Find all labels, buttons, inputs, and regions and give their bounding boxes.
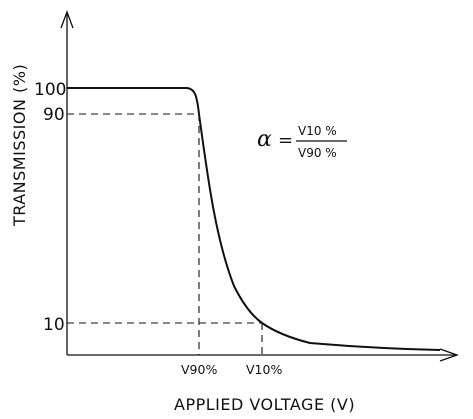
y-axis-arrow-icon — [60, 10, 74, 29]
guide-lines — [67, 113, 263, 355]
alpha-formula: α = V10 % V90 % — [257, 124, 347, 160]
formula-equals-sign: = — [278, 130, 293, 151]
x-axis-label: APPLIED VOLTAGE (V) — [174, 395, 355, 414]
formula-alpha-symbol: α — [257, 127, 272, 152]
x-tick-label-v10: V10% — [246, 362, 282, 377]
transmission-curve — [67, 87, 441, 351]
y-tick-label-90: 90 — [43, 105, 65, 125]
axes — [60, 10, 459, 362]
y-tick-label-10: 10 — [43, 315, 65, 335]
formula-numerator: V10 % — [298, 124, 337, 138]
y-axis-label: TRANSMISSION (%) — [10, 64, 29, 227]
formula-denominator: V90 % — [298, 146, 337, 160]
x-axis-arrow-icon — [439, 348, 459, 362]
x-tick-label-v90: V90% — [181, 362, 217, 377]
y-tick-label-100: 100 — [34, 80, 66, 100]
